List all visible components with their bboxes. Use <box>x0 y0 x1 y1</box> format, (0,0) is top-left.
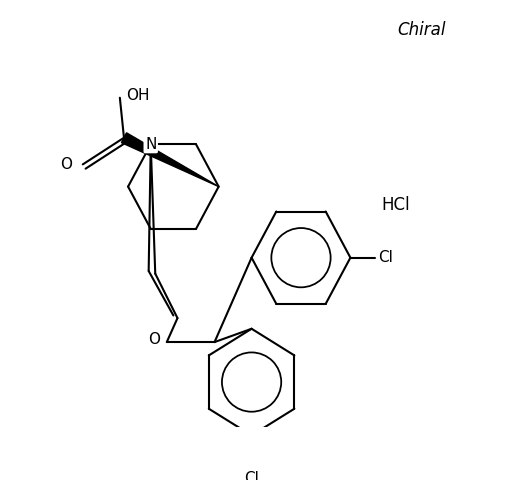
Text: O: O <box>60 157 72 172</box>
Text: Chiral: Chiral <box>397 21 445 39</box>
Text: O: O <box>148 333 161 348</box>
Text: Cl: Cl <box>244 471 259 480</box>
Text: HCl: HCl <box>381 196 410 214</box>
Polygon shape <box>121 133 219 187</box>
Text: OH: OH <box>126 88 150 103</box>
Text: N: N <box>145 137 156 152</box>
Text: Cl: Cl <box>379 250 393 265</box>
